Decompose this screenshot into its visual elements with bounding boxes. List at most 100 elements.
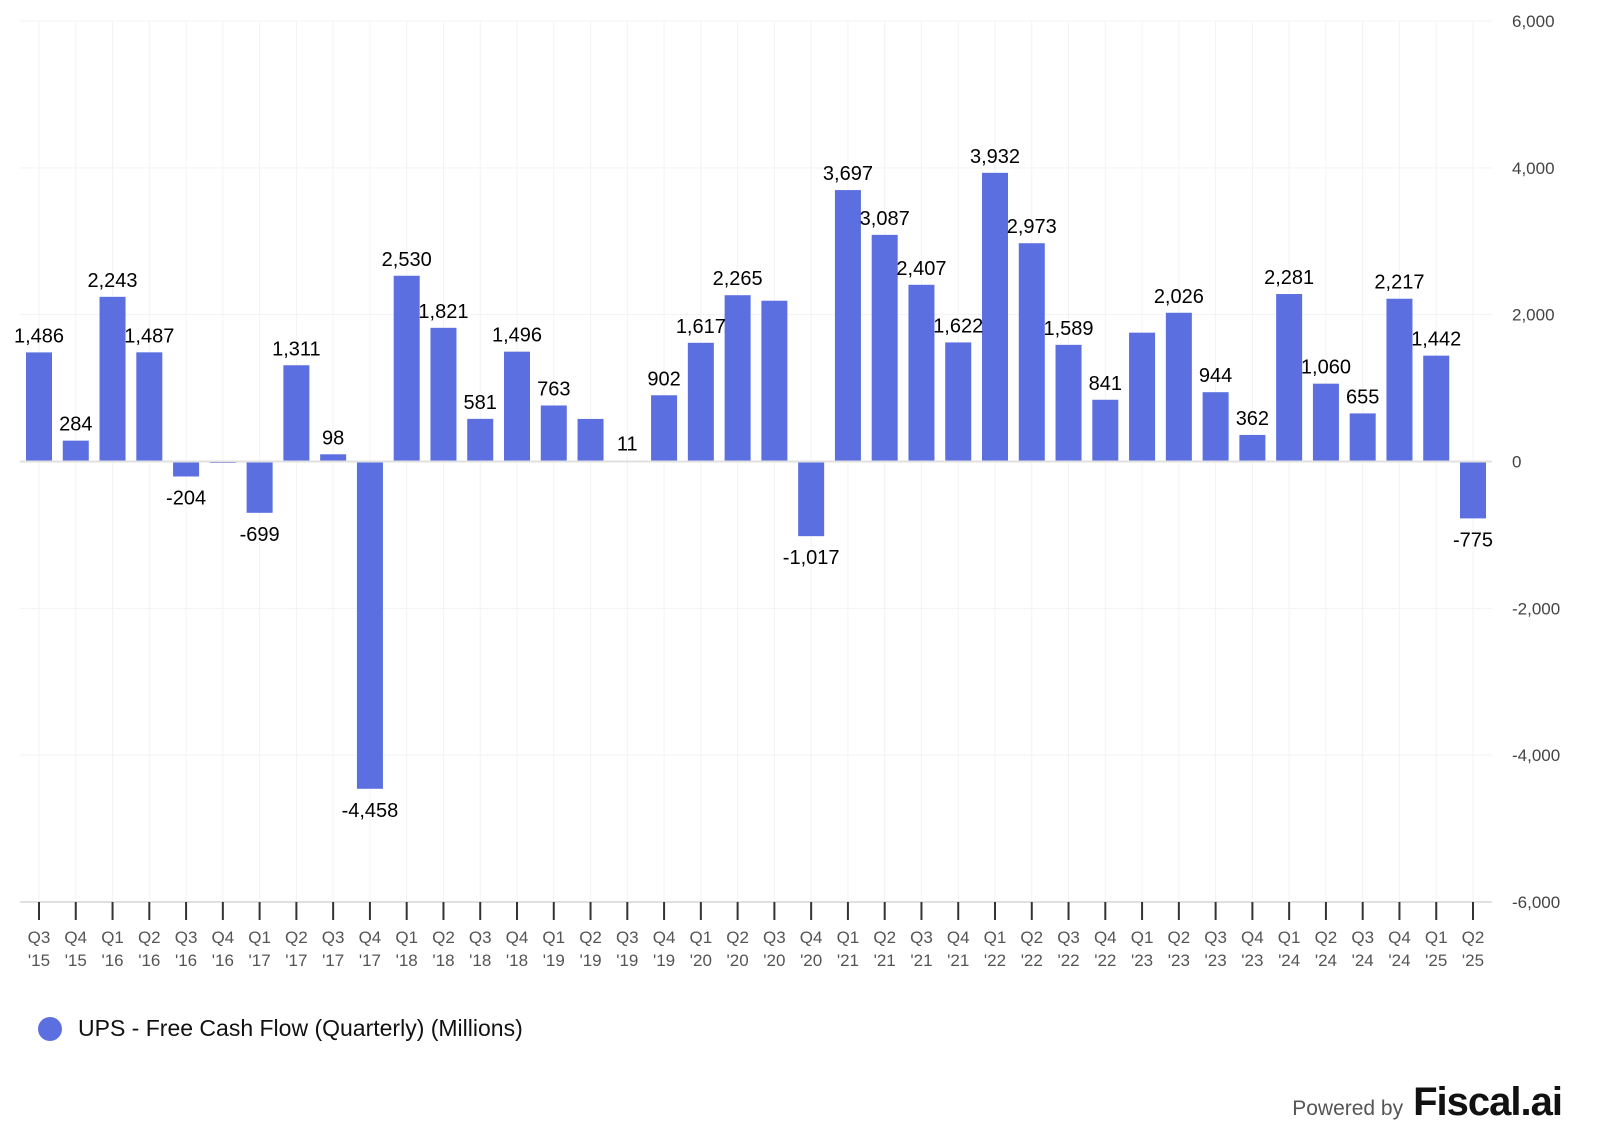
bar-chart: 1,486 284 2,243 1,487 -204 -699 1,311 98 -4,458 2… [14,12,1560,970]
brand-logo: Fiscal.ai [1413,1080,1563,1124]
x-tick-label-year: '20 [763,951,785,970]
bar [504,351,530,462]
x-tick-label-quarter: Q3 [616,928,639,947]
data-label: 1,442 [1411,329,1461,351]
bar [393,275,420,462]
data-label: 2,530 [382,249,432,271]
bar [1018,243,1045,462]
data-label: 362 [1236,408,1269,430]
data-label: 2,217 [1374,272,1424,294]
x-tick-label-year: '16 [101,951,123,970]
x-tick-label-year: '18 [396,951,418,970]
x-tick-label-quarter: Q4 [1241,928,1264,947]
x-tick-label-quarter: Q2 [285,928,308,947]
x-tick-label-quarter: Q3 [1057,928,1080,947]
x-tick-label-year: '17 [359,951,381,970]
x-tick-label-year: '21 [874,951,896,970]
x-tick-label-quarter: Q3 [910,928,933,947]
legend-marker-icon [38,1016,62,1041]
x-tick-label-quarter: Q1 [395,928,418,947]
x-tick-label-quarter: Q2 [1315,928,1338,947]
y-tick-label: -4,000 [1512,746,1560,765]
data-label: 763 [537,378,570,400]
bar [982,172,1008,462]
x-tick-label-year: '21 [947,951,969,970]
x-tick-label-quarter: Q1 [542,928,565,947]
bar [908,284,935,462]
bar [283,365,310,462]
x-tick-label-year: '25 [1462,951,1484,970]
x-tick-label-year: '17 [322,951,344,970]
x-tick-label-quarter: Q4 [947,928,970,947]
x-tick-label-quarter: Q2 [138,928,161,947]
x-tick-label-quarter: Q1 [984,928,1007,947]
x-tick-label-year: '22 [1021,951,1043,970]
x-tick-label-quarter: Q3 [322,928,345,947]
data-label: 11 [617,434,638,456]
legend[interactable]: UPS - Free Cash Flow (Quarterly) (Millio… [38,1015,523,1042]
x-tick-label-quarter: Q2 [579,928,602,947]
x-tick-label-year: '22 [1094,951,1116,970]
bar [246,461,273,513]
data-label: -699 [240,524,280,546]
x-tick-label-year: '18 [432,951,454,970]
x-tick-label-year: '22 [984,951,1006,970]
bar [26,352,52,462]
data-label: 841 [1089,373,1122,395]
bar [577,418,604,462]
bar [798,461,825,537]
bar [173,461,200,477]
data-label: 1,496 [492,325,542,347]
data-label: 1,486 [14,325,64,347]
data-label: 944 [1199,365,1232,387]
bar [1239,434,1266,462]
bar [1276,294,1303,462]
x-tick-label-quarter: Q1 [1131,928,1154,947]
y-tick-label: 0 [1512,453,1521,472]
data-label: 98 [322,427,344,449]
data-label: -204 [166,487,206,509]
data-label: -775 [1453,529,1493,551]
x-tick-label-year: '23 [1168,951,1190,970]
x-tick-label-quarter: Q4 [1094,928,1117,947]
x-tick-label-quarter: Q4 [1388,928,1411,947]
x-tick-label-quarter: Q3 [175,928,198,947]
bar [724,295,751,462]
x-tick-label-year: '19 [543,951,565,970]
x-tick-label-quarter: Q2 [873,928,896,947]
x-tick-label-year: '15 [28,951,50,970]
x-tick-label-quarter: Q3 [763,928,786,947]
data-label: 2,407 [896,258,946,280]
data-label: -1,017 [783,547,840,569]
bar [1349,413,1376,462]
x-tick-label-year: '24 [1388,951,1410,970]
bar [320,454,347,462]
x-tick-label-quarter: Q4 [212,928,235,947]
bar [1202,392,1229,462]
data-label: 3,697 [823,163,873,185]
bar [687,342,714,462]
data-label: 2,281 [1264,267,1314,289]
bar [871,234,898,462]
x-tick-label-year: '19 [653,951,675,970]
data-label: 1,622 [933,315,983,337]
x-tick-label-year: '24 [1278,951,1300,970]
bar [834,190,861,462]
data-label: 1,589 [1044,318,1094,340]
data-label: 2,265 [713,268,763,290]
data-label: 1,060 [1301,357,1351,379]
x-tick-label-quarter: Q4 [653,928,676,947]
x-tick-label-year: '16 [175,951,197,970]
powered-by: Powered by Fiscal.ai [1292,1080,1563,1125]
x-tick-label-year: '22 [1057,951,1079,970]
data-label: 655 [1346,386,1379,408]
data-label: 1,311 [272,338,321,360]
bar [1092,399,1119,462]
x-tick-label-quarter: Q4 [800,928,823,947]
x-tick-label-quarter: Q2 [726,928,749,947]
bar [136,352,163,462]
x-tick-label-quarter: Q3 [1351,928,1374,947]
data-label: 2,243 [88,270,138,292]
x-tick-label-quarter: Q4 [64,928,87,947]
x-tick-label-year: '24 [1315,951,1337,970]
